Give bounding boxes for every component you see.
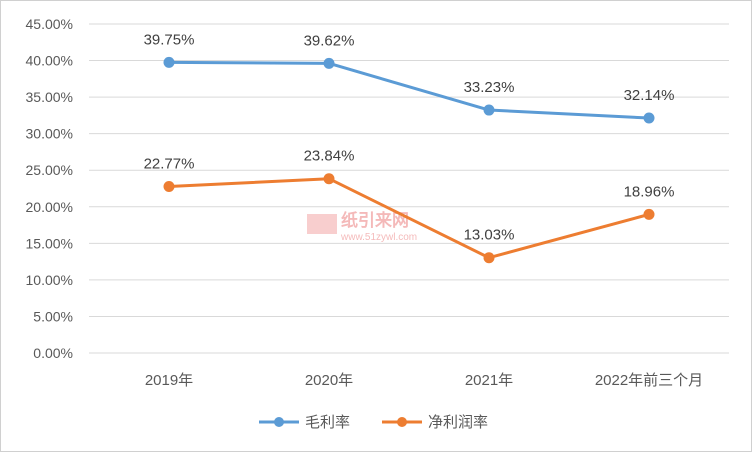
data-point — [483, 252, 495, 264]
y-tick-label: 35.00% — [26, 89, 73, 105]
data-label: 23.84% — [304, 148, 355, 165]
watermark-text: 纸引来网 — [341, 210, 409, 230]
y-axis-ticks: 0.00% 5.00% 10.00% 15.00% 20.00% 25.00% 30.00%… — [26, 16, 73, 361]
x-tick-label: 2021年 — [465, 372, 513, 389]
y-tick-label: 0.00% — [33, 345, 73, 361]
watermark-logo-icon — [307, 214, 337, 234]
data-point — [483, 104, 495, 116]
data-labels: 39.75% 39.62% 33.23% 32.14% 22.77% 23.84% 13.0… — [144, 31, 675, 243]
y-tick-label: 5.00% — [33, 308, 73, 324]
watermark-url: www.51zywl.com — [340, 232, 417, 243]
y-tick-label: 30.00% — [26, 126, 73, 142]
y-tick-label: 20.00% — [26, 199, 73, 215]
x-tick-label: 2020年 — [305, 372, 353, 389]
data-label: 18.96% — [624, 183, 675, 200]
y-tick-label: 45.00% — [26, 16, 73, 32]
y-tick-label: 15.00% — [26, 235, 73, 251]
x-axis-ticks: 2019年 2020年 2021年 2022年前三个月 — [145, 372, 703, 389]
data-point — [323, 57, 335, 69]
y-tick-label: 25.00% — [26, 162, 73, 178]
legend-label-gross-margin: 毛利率 — [305, 414, 350, 431]
y-tick-label: 10.00% — [26, 272, 73, 288]
gridlines — [89, 23, 729, 354]
data-point — [163, 181, 175, 193]
data-point — [163, 56, 175, 68]
data-label: 13.03% — [464, 227, 515, 244]
data-label: 32.14% — [624, 87, 675, 104]
watermark: 纸引来网 www.51zywl.com — [307, 210, 417, 243]
data-point — [643, 208, 655, 220]
series — [163, 56, 655, 264]
data-label: 33.23% — [464, 79, 515, 96]
legend: 毛利率 净利润率 — [259, 414, 488, 431]
data-point — [323, 173, 335, 185]
data-label: 39.75% — [144, 31, 195, 48]
x-tick-label: 2019年 — [145, 372, 193, 389]
legend-marker-gross-margin — [274, 417, 284, 427]
series-line-0 — [168, 60, 650, 120]
legend-marker-net-margin — [397, 417, 407, 427]
data-point — [643, 112, 655, 124]
data-label: 39.62% — [304, 32, 355, 49]
legend-label-net-margin: 净利润率 — [428, 414, 488, 431]
series-line-1 — [168, 177, 650, 260]
data-label: 22.77% — [144, 156, 195, 173]
y-tick-label: 40.00% — [26, 53, 73, 69]
x-tick-label: 2022年前三个月 — [595, 372, 703, 389]
